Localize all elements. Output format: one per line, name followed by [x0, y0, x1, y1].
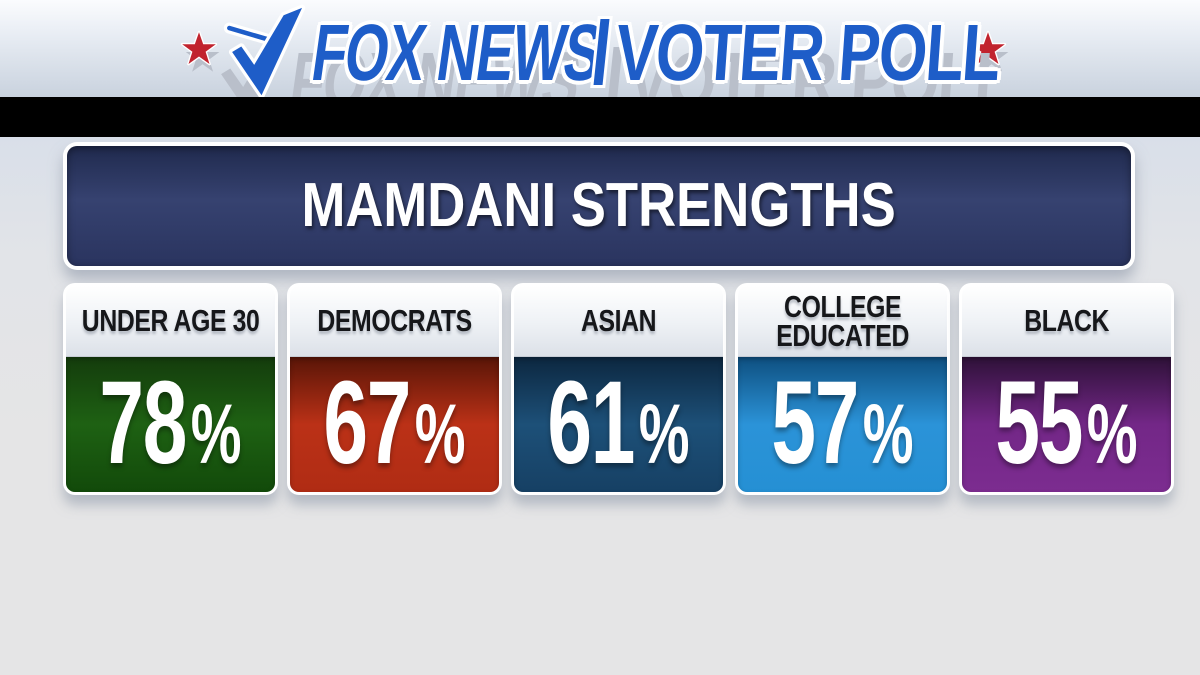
poll-value-number: 78 [99, 357, 187, 489]
poll-card-asian: ASIAN 61 % [510, 283, 726, 495]
poll-cards-row: UNDER AGE 30 78 % DEMOCRATS 67 % [63, 283, 1174, 495]
percent-sign: % [414, 386, 466, 481]
poll-card-header: UNDER AGE 30 [66, 286, 275, 357]
poll-value-number: 67 [323, 357, 411, 489]
poll-card-value: 67 % [323, 364, 465, 482]
poll-card-college-educated: COLLEGE EDUCATED 57 % [734, 283, 950, 495]
poll-card-value: 78 % [99, 364, 241, 482]
poll-card-header: ASIAN [513, 286, 723, 357]
poll-card-header: DEMOCRATS [289, 286, 499, 357]
poll-card-value-panel: 55 % [961, 357, 1171, 492]
percent-sign: % [190, 386, 242, 481]
poll-card-value-panel: 57 % [737, 357, 947, 492]
poll-card-democrats: DEMOCRATS 67 % [286, 283, 502, 495]
poll-card-value: 61 % [547, 364, 689, 482]
program-wordmark-wrap: VOTER POLL [612, 8, 1001, 97]
poll-card-header: COLLEGE EDUCATED [737, 286, 947, 357]
headline-banner-fill: MAMDANI STRENGTHS [67, 146, 1131, 266]
poll-card-header: BLACK [961, 286, 1171, 357]
poll-value-number: 61 [547, 357, 635, 489]
poll-card-label: ASIAN [580, 303, 657, 339]
ballot-check-icon [220, 4, 305, 117]
poll-value-number: 55 [995, 357, 1083, 489]
star-icon [969, 30, 1008, 72]
poll-card-value: 55 % [995, 364, 1137, 482]
percent-sign: % [1086, 386, 1138, 481]
percent-sign: % [638, 386, 690, 481]
poll-card-label: UNDER AGE 30 [81, 303, 260, 339]
brand-wordmark: FOX NEWS [306, 7, 607, 97]
poll-card-value-panel: 78 % [66, 357, 275, 492]
star-icon [180, 30, 219, 72]
poll-value-number: 57 [771, 357, 859, 489]
brand-wordmark-wrap: FOX NEWS [306, 8, 606, 97]
headline-title: MAMDANI STRENGTHS [301, 171, 897, 240]
black-strap [0, 97, 1200, 137]
poll-card-label: BLACK [1023, 303, 1109, 339]
logo-banner: FOX NEWS VOTER POLL [0, 0, 1200, 117]
poll-card-label: COLLEGE EDUCATED [776, 288, 909, 353]
poll-card-label: DEMOCRATS [317, 303, 472, 339]
percent-sign: % [862, 386, 914, 481]
program-wordmark: VOTER POLL [612, 7, 1002, 97]
poll-card-value-panel: 67 % [289, 357, 499, 492]
poll-card-under-age-30: UNDER AGE 30 78 % [63, 283, 278, 495]
headline-banner: MAMDANI STRENGTHS [63, 142, 1135, 270]
logo-row: FOX NEWS VOTER POLL [0, 0, 1200, 117]
content-area: MAMDANI STRENGTHS UNDER AGE 30 78 % DEMO… [0, 137, 1200, 675]
poll-card-black: BLACK 55 % [958, 283, 1174, 495]
poll-card-value-panel: 61 % [513, 357, 723, 492]
poll-card-value: 57 % [771, 364, 913, 482]
